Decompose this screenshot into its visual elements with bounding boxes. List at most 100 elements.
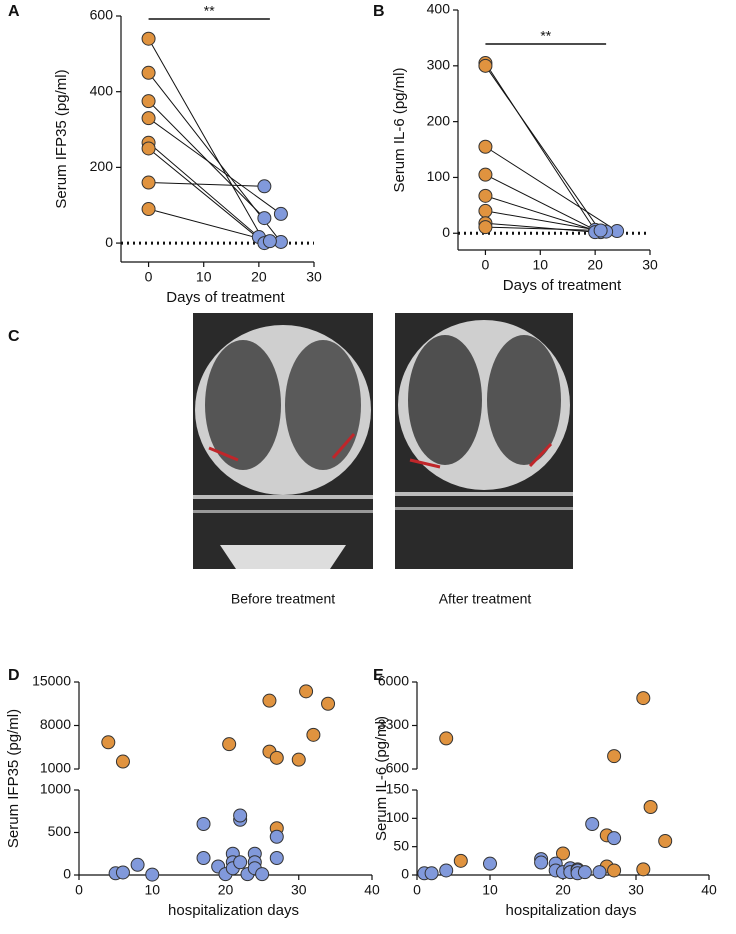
x-axis-label: hospitalization days xyxy=(168,902,299,919)
y-axis-label: Serum IL-6 (pg/ml) xyxy=(391,67,408,192)
x-tick-label: 30 xyxy=(291,882,307,898)
x-tick-label: 40 xyxy=(701,882,717,898)
before-point xyxy=(478,220,493,235)
y-tick-label: 400 xyxy=(90,82,114,98)
before-point xyxy=(141,65,156,80)
x-axis-label: Days of treatment xyxy=(166,289,285,306)
point xyxy=(196,851,211,865)
x-tick-label: 0 xyxy=(75,882,83,898)
before-point xyxy=(478,58,493,73)
point xyxy=(439,863,454,878)
caption: Before treatment xyxy=(231,591,335,607)
y-tick-label: 0 xyxy=(442,224,450,240)
x-tick-label: 40 xyxy=(364,882,380,898)
x-tick-label: 20 xyxy=(251,269,267,285)
pair-line xyxy=(485,195,601,233)
panel-label: D xyxy=(8,667,20,684)
x-tick-label: 10 xyxy=(482,882,498,898)
x-tick-label: 20 xyxy=(555,882,571,898)
before-point xyxy=(478,139,493,154)
point xyxy=(115,754,130,769)
significance-label: ** xyxy=(540,28,551,44)
pair-line xyxy=(485,222,596,233)
point xyxy=(556,846,570,861)
before-point xyxy=(141,202,156,217)
pair-line xyxy=(148,142,260,238)
x-tick-label: 20 xyxy=(218,882,234,898)
panel-label: E xyxy=(373,667,384,684)
y-tick-label: 15000 xyxy=(32,673,71,689)
y-axis-label: Serum IL-6 (pg/ml) xyxy=(373,716,390,841)
y-axis-label: Serum IFP35 (pg/ml) xyxy=(5,709,22,848)
y-tick-label: 8000 xyxy=(40,716,71,732)
point xyxy=(585,817,600,831)
y-tick-label: 300 xyxy=(427,57,451,73)
y-tick-label: 1000 xyxy=(40,760,71,776)
point xyxy=(299,684,314,699)
point xyxy=(233,855,248,870)
y-tick-label: 150 xyxy=(386,781,410,797)
pair-line xyxy=(148,208,271,242)
point xyxy=(269,851,284,865)
pair-line xyxy=(485,65,602,232)
point xyxy=(255,867,270,882)
y-tick-label: 600 xyxy=(90,7,114,23)
x-tick-label: 10 xyxy=(144,882,160,898)
x-axis-label: Days of treatment xyxy=(503,277,622,294)
caption: After treatment xyxy=(439,591,532,607)
point xyxy=(658,834,673,848)
before-point xyxy=(478,167,493,182)
point xyxy=(196,817,211,831)
before-point xyxy=(141,111,156,126)
point xyxy=(592,865,607,880)
before-point xyxy=(141,31,156,46)
point xyxy=(607,831,622,846)
point xyxy=(453,853,468,868)
y-tick-label: 6000 xyxy=(378,673,409,689)
before-point xyxy=(141,94,156,109)
point xyxy=(321,696,336,711)
point xyxy=(291,752,306,767)
before-point xyxy=(478,188,493,203)
x-axis-label: hospitalization days xyxy=(506,902,637,919)
x-tick-label: 0 xyxy=(145,269,153,285)
pair-line xyxy=(148,72,282,243)
pair-line xyxy=(485,226,601,231)
point xyxy=(534,855,549,870)
y-tick-label: 3300 xyxy=(378,716,409,732)
pair-line xyxy=(148,148,265,244)
y-tick-label: 0 xyxy=(401,866,409,882)
point xyxy=(636,862,651,877)
x-tick-label: 0 xyxy=(482,257,490,273)
pair-line xyxy=(485,210,607,233)
panel-label: B xyxy=(373,3,385,20)
point xyxy=(269,829,284,844)
x-tick-label: 30 xyxy=(306,269,322,285)
point xyxy=(101,735,116,750)
y-tick-label: 600 xyxy=(386,760,410,776)
before-point xyxy=(478,203,493,218)
y-tick-label: 100 xyxy=(386,809,410,825)
x-tick-label: 10 xyxy=(196,269,212,285)
point xyxy=(636,691,651,706)
point xyxy=(222,737,237,752)
before-point xyxy=(141,141,156,156)
after-point xyxy=(257,211,272,226)
point xyxy=(439,731,454,746)
x-tick-label: 10 xyxy=(532,257,548,273)
pair-line xyxy=(148,38,265,243)
y-tick-label: 1000 xyxy=(40,781,71,797)
x-tick-label: 30 xyxy=(642,257,658,273)
point xyxy=(233,808,248,823)
pair-line xyxy=(485,62,596,231)
point xyxy=(130,857,145,872)
pair-line xyxy=(485,146,618,232)
point xyxy=(607,863,622,878)
y-axis-label: Serum IFP35 (pg/ml) xyxy=(53,69,70,208)
point xyxy=(262,693,277,708)
y-tick-label: 100 xyxy=(427,168,451,184)
point xyxy=(607,749,622,764)
y-tick-label: 500 xyxy=(48,823,72,839)
x-tick-label: 20 xyxy=(587,257,603,273)
point xyxy=(643,800,658,814)
